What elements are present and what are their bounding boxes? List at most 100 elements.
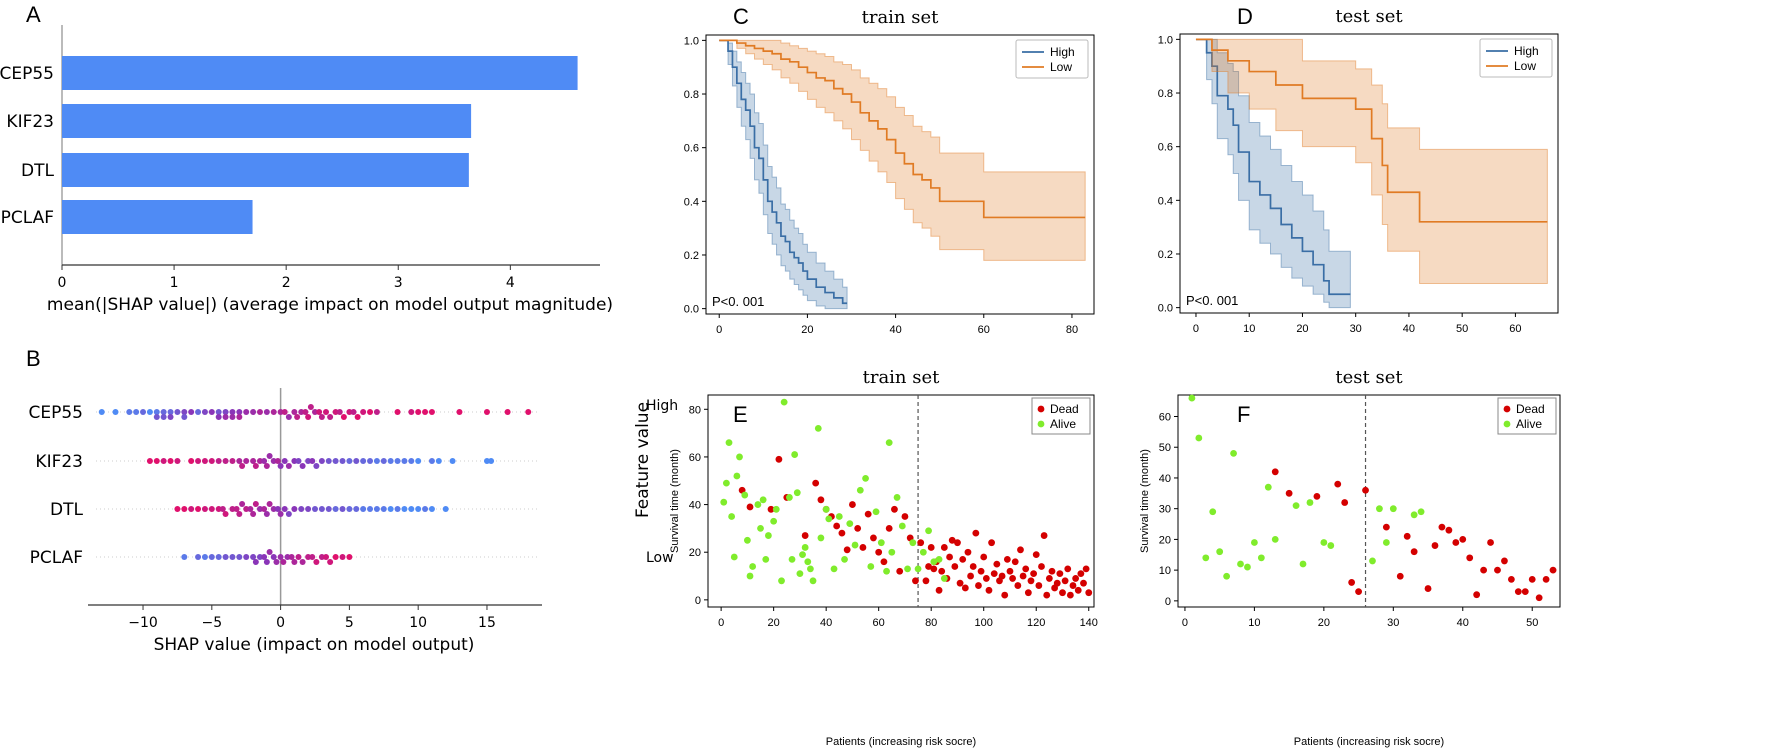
patient-point-alive	[1188, 394, 1196, 402]
patient-point-dead	[1043, 591, 1051, 599]
colorbar-low-label: Low	[646, 550, 674, 566]
colorbar-title: Feature value	[633, 402, 653, 518]
swarm-point	[252, 501, 259, 507]
patient-point-dead	[1521, 588, 1529, 596]
patient-point-alive	[749, 563, 757, 570]
patient-point-alive	[914, 565, 922, 573]
patient-point-alive	[825, 515, 833, 523]
y-tick-label: 10	[1159, 565, 1171, 577]
swarm-point	[346, 554, 353, 560]
legend-label-alive: Alive	[1516, 417, 1542, 431]
swarm-point	[247, 506, 254, 512]
swarm-point	[208, 409, 215, 415]
patient-point-alive	[793, 489, 801, 497]
y-tick-label: 60	[689, 452, 701, 464]
swarm-point	[236, 414, 243, 420]
x-tick-label: 40	[1403, 323, 1415, 335]
legend-box	[1497, 397, 1557, 435]
swarm-point	[261, 554, 268, 560]
patient-point-dead	[980, 553, 988, 561]
swarm-point	[263, 511, 270, 517]
x-tick-label: 80	[925, 617, 937, 629]
swarm-point	[323, 409, 330, 415]
patient-point-dead	[1082, 565, 1090, 573]
p-value-annotation: P<0. 001	[1186, 293, 1238, 308]
swarm-point	[285, 511, 292, 517]
patient-point-dead	[1501, 557, 1508, 565]
patient-point-dead	[1009, 575, 1016, 582]
swarm-point	[174, 506, 181, 512]
swarm-point	[442, 506, 449, 512]
swarm-point	[394, 409, 401, 415]
swarm-point	[305, 458, 312, 464]
y-tick-label: 80	[689, 404, 701, 416]
swarm-point	[195, 458, 202, 464]
patient-point-alive	[1369, 557, 1376, 565]
patient-point-alive	[835, 513, 843, 520]
patient-point-alive	[1251, 539, 1258, 546]
x-tick-label: 20	[801, 324, 813, 336]
swarm-point	[401, 458, 408, 464]
patient-point-dead	[767, 505, 775, 513]
swarm-point	[270, 458, 277, 464]
x-tick-label: 20	[1318, 617, 1330, 629]
survival-curve-low	[719, 39, 1086, 219]
x-tick-label: 0	[276, 615, 285, 631]
patient-point-alive	[788, 555, 796, 563]
ci-band-high	[719, 39, 848, 310]
survival-curve-high	[1195, 38, 1351, 296]
swarm-point	[277, 409, 284, 415]
swarm-point	[160, 409, 167, 415]
patient-point-dead	[896, 567, 904, 575]
patient-point-dead	[954, 539, 961, 547]
swarm-point	[167, 409, 174, 415]
swarm-point	[252, 463, 259, 469]
patient-point-dead	[1528, 575, 1536, 583]
patient-point-dead	[1014, 582, 1022, 589]
patient-point-dead	[946, 553, 953, 561]
patient-point-alive	[1389, 505, 1397, 513]
km-plot-train: train set 0 20 40 60 80 0.0 0.2 0.4 0.6 0.8 1.0 P<0.…	[684, 7, 1095, 336]
patient-point-alive	[736, 453, 743, 461]
p-value-annotation: P<0. 001	[712, 294, 764, 309]
x-tick-label: 50	[1526, 617, 1538, 629]
patient-point-alive	[1202, 554, 1210, 562]
patient-point-dead	[1459, 536, 1467, 543]
swarm-point	[270, 409, 277, 415]
patient-point-alive	[1292, 502, 1300, 510]
swarm-point	[273, 559, 280, 565]
patient-point-dead	[854, 524, 862, 532]
patient-point-alive	[814, 424, 822, 432]
patient-point-dead	[1030, 570, 1038, 578]
x-tick-label: 40	[889, 324, 901, 336]
swarm-point	[222, 414, 229, 420]
patient-point-dead	[801, 532, 809, 539]
swarm-point	[415, 458, 422, 464]
swarm-point	[456, 409, 463, 415]
patient-point-alive	[720, 498, 728, 506]
swarm-point	[277, 554, 284, 560]
swarm-point	[325, 506, 332, 512]
swarm-point	[98, 409, 105, 415]
patient-point-alive	[1230, 449, 1237, 457]
patient-point-dead	[993, 560, 1001, 568]
patient-point-dead	[838, 529, 846, 537]
swarm-point	[263, 559, 270, 565]
legend-label-high: High	[1514, 44, 1539, 58]
patient-point-alive	[851, 541, 859, 549]
patient-point-alive	[883, 567, 890, 575]
x-tick-label: 30	[1350, 323, 1362, 335]
swarm-point	[339, 554, 346, 560]
y-tick-label: 0.8	[684, 89, 699, 101]
patient-point-dead	[951, 563, 959, 570]
y-tick-label: 1.0	[684, 35, 699, 47]
patient-point-dead	[833, 522, 841, 530]
legend-box	[1479, 38, 1553, 78]
swarm-point	[360, 458, 367, 464]
patient-point-alive	[1306, 499, 1314, 506]
feature-label-dtl: DTL	[50, 500, 83, 520]
x-tick-label: 0	[718, 617, 724, 629]
swarm-point	[274, 506, 281, 512]
swarm-point	[313, 559, 320, 565]
swarm-point	[280, 559, 287, 565]
